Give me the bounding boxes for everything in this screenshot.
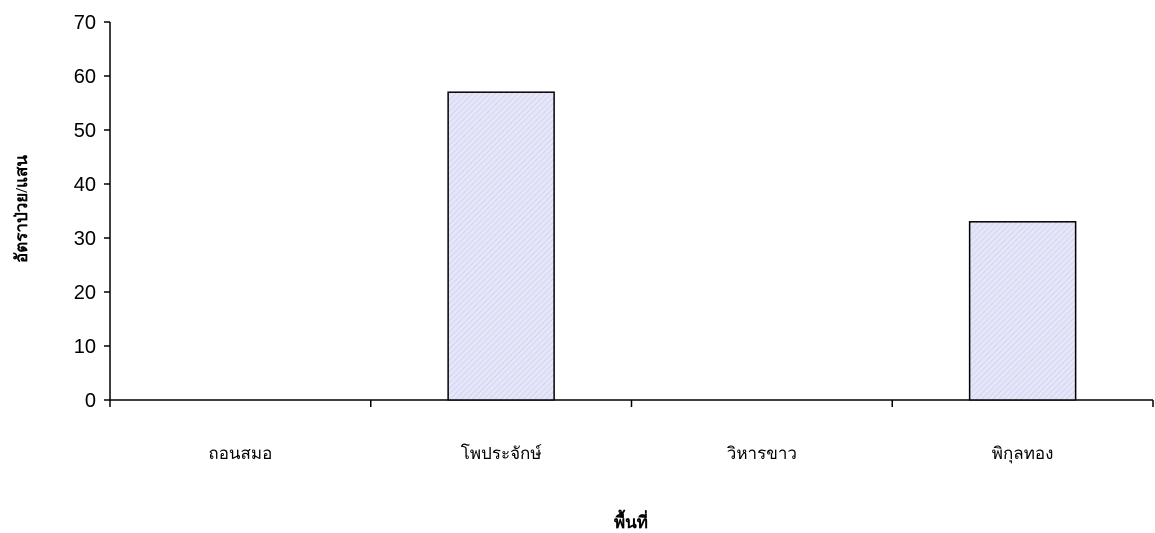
y-axis: 0 10 20 30 40 50 60 70 [74, 12, 111, 412]
x-axis-title: พื้นที่ [614, 509, 648, 532]
y-tick-label: 10 [74, 336, 96, 358]
bars [447, 91, 1077, 401]
bar-3 [968, 221, 1077, 401]
y-tick-label: 0 [85, 390, 96, 412]
y-tick-label: 50 [74, 120, 96, 142]
x-axis: ถอนสมอ โพประจักษ์ วิหารขาว พิกุลทอง [109, 399, 1154, 464]
y-tick-label: 70 [74, 12, 96, 34]
x-tick-label: ถอนสมอ [208, 444, 272, 463]
x-tick-label: พิกุลทอง [992, 444, 1054, 464]
y-tick-label: 30 [74, 228, 96, 250]
y-tick-label: 60 [74, 66, 96, 88]
bar-1 [447, 91, 555, 401]
y-axis-title: อัตราป่วย/แสน [12, 155, 31, 263]
x-tick-label: โพประจักษ์ [461, 443, 542, 463]
y-tick-label: 20 [74, 282, 96, 304]
y-tick-label: 40 [74, 174, 96, 196]
x-tick-label: วิหารขาว [726, 444, 797, 463]
